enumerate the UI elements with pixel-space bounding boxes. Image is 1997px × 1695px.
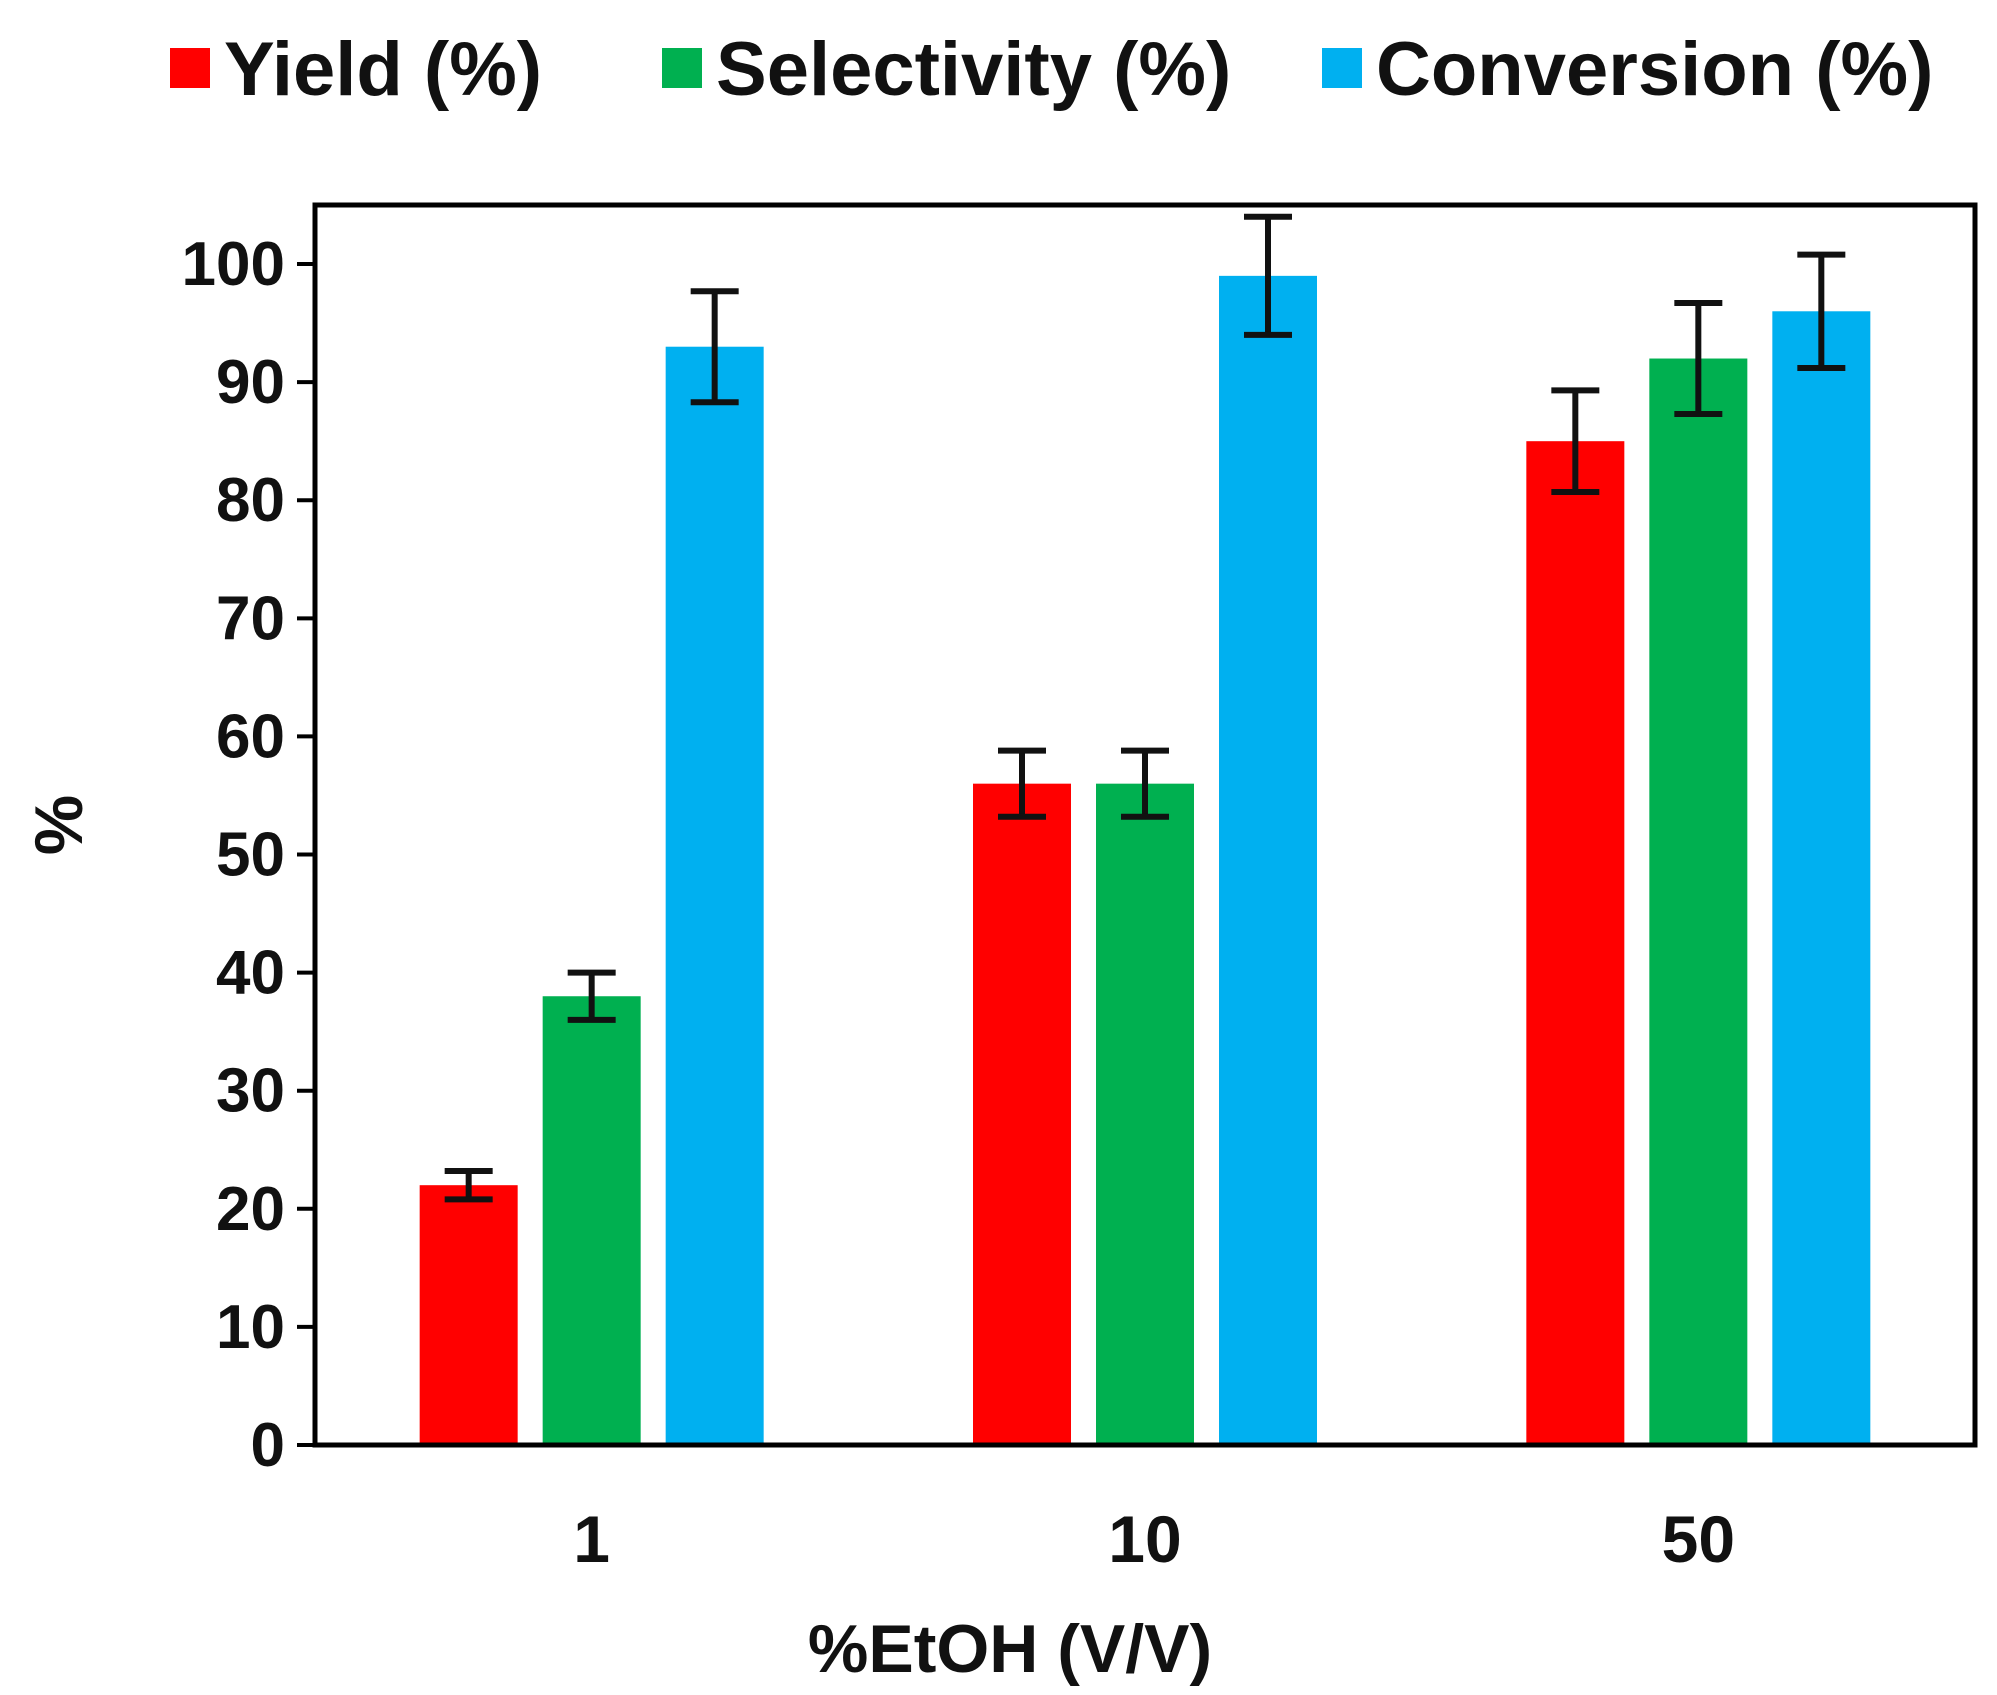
x-axis-title: %EtOH (V/V) — [808, 1611, 1212, 1687]
legend-label-selectivity: Selectivity (%) — [716, 27, 1231, 112]
legend-label-conversion: Conversion (%) — [1376, 27, 1933, 112]
y-tick-label: 90 — [216, 348, 285, 417]
y-axis: 0 10 20 30 40 50 60 70 80 90 100 — [182, 230, 315, 1480]
bar-selectivity-50 — [1649, 358, 1748, 1445]
bar-yield-10 — [973, 783, 1071, 1445]
y-tick-label: 10 — [216, 1293, 285, 1362]
bar-yield-50 — [1526, 441, 1625, 1445]
x-tick-label: 10 — [1108, 1502, 1181, 1576]
legend-swatch-conversion — [1322, 48, 1362, 88]
bar-selectivity-1 — [542, 996, 641, 1445]
y-tick-label: 20 — [216, 1175, 285, 1244]
legend-label-yield: Yield (%) — [224, 27, 542, 112]
plot-area-frame — [312, 202, 1978, 1448]
x-tick-label: 1 — [573, 1502, 610, 1576]
x-tick-label: 50 — [1662, 1502, 1735, 1576]
bar-conversion-10 — [1219, 275, 1317, 1445]
bars — [419, 275, 1871, 1446]
bar-conversion-50 — [1772, 311, 1871, 1446]
legend-swatch-selectivity — [662, 48, 702, 88]
y-tick-label: 70 — [216, 584, 285, 653]
y-tick-label: 80 — [216, 466, 285, 535]
y-tick-label: 30 — [216, 1057, 285, 1126]
legend: Yield (%) Selectivity (%) Conversion (%) — [170, 27, 1933, 112]
y-tick-label: 0 — [251, 1411, 285, 1480]
bar-conversion-1 — [665, 346, 764, 1445]
y-tick-label: 40 — [216, 939, 285, 1008]
y-tick-label: 60 — [216, 702, 285, 771]
y-tick-label: 100 — [182, 230, 285, 299]
y-axis-title: % — [21, 795, 97, 855]
y-tick-label: 50 — [216, 821, 285, 890]
bar-yield-1 — [419, 1185, 518, 1445]
error-bars — [444, 213, 1846, 1203]
x-axis: 1 10 50 — [573, 1502, 1735, 1576]
bar-selectivity-10 — [1096, 783, 1194, 1445]
legend-swatch-yield — [170, 48, 210, 88]
